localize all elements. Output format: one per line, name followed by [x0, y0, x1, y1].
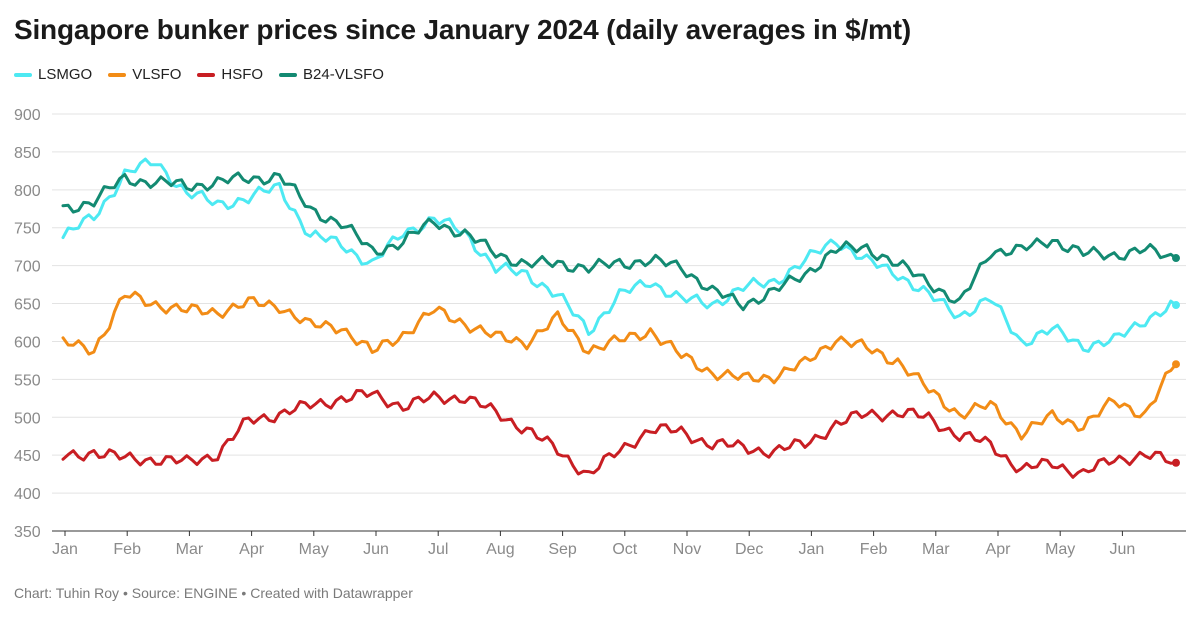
- x-tick-label: Sep: [548, 541, 577, 558]
- y-tick-label: 700: [14, 259, 41, 276]
- y-tick-label: 350: [14, 524, 41, 541]
- y-tick-label: 800: [14, 183, 41, 200]
- y-tick-label: 500: [14, 410, 41, 427]
- legend-swatch-vlsfo: [108, 72, 127, 77]
- x-tick-label: Dec: [735, 541, 763, 558]
- legend-label-vlsfo: VLSFO: [132, 66, 182, 83]
- chart-footer: Chart: Tuhin Roy • Source: ENGINE • Crea…: [14, 585, 413, 601]
- x-tick-label: Oct: [612, 541, 637, 558]
- legend-swatch-hsfo: [197, 72, 216, 77]
- y-tick-label: 650: [14, 297, 41, 314]
- y-tick-label: 550: [14, 372, 41, 389]
- legend-item-hsfo: HSFO: [197, 66, 263, 83]
- chart-title: Singapore bunker prices since January 20…: [14, 14, 911, 45]
- x-tick-label: Jan: [52, 541, 78, 558]
- x-tick-label: Apr: [239, 541, 265, 558]
- x-tick-label: Feb: [113, 541, 141, 558]
- legend-swatch-lsmgo: [14, 72, 32, 77]
- y-tick-label: 900: [14, 107, 41, 124]
- series-line-lsmgo: [61, 157, 1178, 353]
- legend-item-lsmgo: LSMGO: [14, 66, 92, 83]
- x-tick-label: May: [299, 541, 329, 558]
- x-tick-label: Jun: [363, 541, 389, 558]
- y-tick-label: 850: [14, 145, 41, 162]
- y-tick-label: 400: [14, 486, 41, 503]
- x-tick-label: Jan: [799, 541, 825, 558]
- chart-legend: LSMGO VLSFO HSFO B24-VLSFO: [14, 66, 384, 83]
- y-tick-label: 600: [14, 334, 41, 351]
- legend-label-b24-vlsfo: B24-VLSFO: [303, 66, 384, 83]
- x-tick-label: Jun: [1110, 541, 1136, 558]
- x-tick-label: Aug: [486, 541, 514, 558]
- series-line-b24-vlsfo: [61, 171, 1178, 312]
- x-tick-label: Jul: [428, 541, 448, 558]
- series-line-vlsfo: [61, 290, 1178, 441]
- legend-label-hsfo: HSFO: [221, 66, 264, 83]
- x-tick-label: Apr: [986, 541, 1012, 558]
- legend-label-lsmgo: LSMGO: [38, 66, 93, 83]
- series-line-hsfo: [61, 389, 1178, 479]
- x-tick-label: May: [1045, 541, 1075, 558]
- legend-item-vlsfo: VLSFO: [108, 66, 181, 83]
- x-tick-label: Mar: [922, 541, 950, 558]
- x-tick-label: Feb: [860, 541, 888, 558]
- x-tick-label: Mar: [176, 541, 204, 558]
- y-tick-label: 450: [14, 448, 41, 465]
- legend-swatch-b24-vlsfo: [279, 72, 298, 77]
- legend-item-b24-vlsfo: B24-VLSFO: [279, 66, 384, 83]
- y-tick-label: 750: [14, 221, 41, 238]
- x-tick-label: Nov: [673, 541, 701, 558]
